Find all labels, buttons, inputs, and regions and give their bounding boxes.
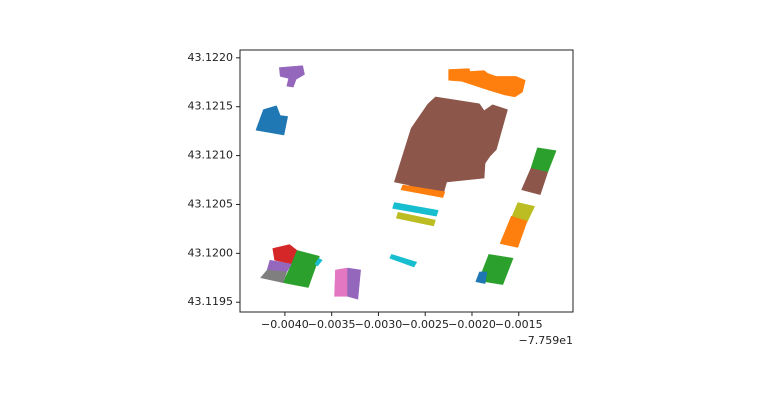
building (510, 202, 536, 223)
y-tick-label: 43.1205 (188, 197, 234, 210)
building (314, 257, 323, 267)
y-tick-label: 43.1210 (188, 149, 234, 162)
x-tick-label: −0.0025 (401, 318, 449, 331)
building (475, 271, 488, 284)
building (279, 65, 305, 88)
x-offset-label: −7.759e1 (519, 334, 573, 347)
x-tick-label: −0.0030 (355, 318, 403, 331)
building (530, 147, 557, 173)
plot-frame (239, 49, 574, 313)
y-tick-label: 43.1200 (188, 246, 234, 259)
building (400, 184, 446, 198)
building (389, 254, 418, 268)
building (448, 68, 526, 98)
building (334, 267, 348, 297)
building (394, 96, 508, 193)
y-tick-label: 43.1195 (188, 295, 234, 308)
building (255, 105, 289, 136)
building (260, 269, 288, 283)
x-tick-label: −0.0040 (261, 318, 309, 331)
building (395, 211, 436, 227)
building (347, 267, 361, 300)
y-tick-label: 43.1220 (188, 51, 234, 64)
y-tick-label: 43.1215 (188, 100, 234, 113)
building (499, 215, 528, 248)
x-tick-label: −0.0020 (448, 318, 496, 331)
x-tick-label: −0.0015 (495, 318, 543, 331)
building (282, 250, 320, 288)
building (521, 168, 549, 195)
building (392, 202, 439, 217)
x-tick-label: −0.0035 (308, 318, 356, 331)
